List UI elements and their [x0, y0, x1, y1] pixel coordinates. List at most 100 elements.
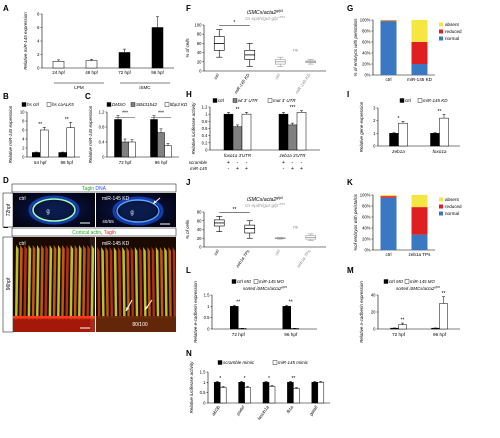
category-label: zeb1a TPs: [409, 252, 432, 257]
legend-swatch: [399, 98, 405, 103]
legend-swatch: [439, 22, 443, 27]
category-label: miR-145 KD: [407, 77, 433, 82]
y-tick-label: 80: [197, 32, 202, 37]
epithelial-fold: [160, 247, 164, 318]
row-value: -: [283, 166, 285, 172]
group-label: LPM: [74, 85, 84, 90]
legend-label: absent: [445, 22, 460, 27]
y-tick-label: 0.4: [99, 140, 105, 145]
legend-caption-sup: gfp5: [281, 285, 287, 289]
legend-swatch: [253, 279, 259, 284]
epithelial-fold: [109, 247, 113, 318]
legend-label: ctrl MO: [237, 279, 252, 284]
category-label: akt3b: [211, 404, 222, 416]
panel-letter: L: [186, 266, 191, 275]
y-tick-label: 1.5: [204, 293, 210, 298]
arrow-head-icon: [126, 307, 129, 311]
y-tick-label: 40: [197, 227, 202, 232]
category-label: ctrl: [385, 77, 391, 82]
bar: [164, 145, 172, 158]
legend-label: miR-145 KD: [423, 98, 448, 103]
legend-label: ltbp3 KD: [170, 102, 188, 107]
stacked-bar-segment: [380, 20, 397, 22]
significance-mark: **: [442, 291, 446, 297]
legend-label: hs ctrl: [27, 102, 40, 107]
y-tick-label: 100%: [360, 193, 371, 198]
channel-header-part: Cortical actin: [72, 230, 101, 236]
row-value: -: [246, 160, 248, 166]
y-axis-label: Relative luciferase activity: [191, 102, 196, 155]
significance-mark: **: [291, 376, 295, 382]
bar: [121, 141, 129, 158]
tagln-ring: [32, 198, 76, 222]
bar: [287, 124, 298, 151]
y-tick-label: 8: [22, 119, 25, 124]
legend-label: miR-145 MO: [259, 279, 284, 284]
y-tick-label: 0: [207, 327, 210, 332]
gut-lumen: [36, 201, 72, 219]
y-axis-label: Relative n-cadherin expression: [359, 281, 364, 343]
y-tick-label: 20: [371, 310, 376, 315]
panel-letter: K: [347, 178, 353, 187]
bar: [262, 382, 270, 404]
bar: [439, 303, 448, 330]
bar: [238, 382, 245, 404]
bar: [317, 382, 325, 404]
panel-letter: G: [347, 4, 353, 13]
category-label: ctrl: [213, 248, 221, 256]
bar: [431, 327, 440, 330]
category-label: 98 hpf: [60, 160, 73, 165]
significance-mark: *: [268, 376, 270, 382]
legend-swatch: [417, 98, 423, 103]
y-tick-label: 2: [373, 118, 376, 123]
significance-mark: *: [234, 20, 236, 26]
significance-mark: **: [438, 109, 442, 115]
legend-label: mut 3' UTR: [273, 98, 296, 103]
stacked-bar-segment: [411, 207, 428, 235]
panel-letter: I: [347, 90, 349, 99]
significance-mark: **: [233, 207, 237, 213]
epithelial-fold: [101, 247, 105, 318]
y-tick-label: 0: [102, 155, 105, 160]
epithelial-fold: [82, 245, 86, 320]
time-label: 72hpf: [6, 203, 12, 216]
stacked-bar-segment: [380, 20, 397, 21]
epithelial-fold: [44, 245, 48, 320]
y-tick-label: 0.4: [202, 133, 208, 138]
y-tick-label: 2: [22, 146, 25, 151]
y-tick-label: 0.5: [200, 390, 206, 395]
y-axis-label: Relative miR-145 expression: [88, 105, 93, 163]
y-tick-label: 20%: [362, 62, 371, 67]
chart-subtitle-sup: s854: [278, 15, 285, 19]
y-tick-label: 4: [37, 39, 40, 44]
epithelial-fold: [57, 245, 61, 320]
legend-label: scramble mimic: [223, 360, 255, 365]
bar: [219, 387, 227, 404]
y-tick-label: 40%: [362, 226, 371, 231]
bar: [311, 382, 319, 404]
panel-letter: C: [85, 92, 91, 101]
legend-label: absent: [445, 197, 460, 202]
channel-header: Tagln DNA: [82, 186, 107, 192]
y-tick-label: 0%: [364, 248, 370, 253]
nuclear-ring: [112, 196, 164, 226]
channel-header-box: [11, 227, 177, 237]
legend-swatch: [232, 98, 238, 103]
y-tick-label: 0.6: [202, 126, 208, 131]
significance-mark: **: [236, 300, 240, 306]
y-axis-label: Relative e-cadherin expression: [193, 281, 198, 343]
chart-panel-b: 0 2 4 6 8 10 Relative miR-145 expression 54 hpf…: [8, 102, 80, 165]
y-tick-label: 0.5: [204, 315, 210, 320]
y-tick-label: 40: [371, 293, 376, 298]
category-label: zeb1a TPs: [295, 248, 312, 269]
y-axis-label: Relative luciferase activity: [189, 361, 194, 414]
y-tick-label: 1.2: [99, 110, 105, 115]
chart-title: iSMCs/acta2gfp5: [247, 196, 283, 203]
chart-subtitle: GI epith/gut-gfps854: [245, 202, 285, 209]
y-tick-label: 0: [22, 155, 25, 160]
bar: [293, 388, 300, 404]
channel-header-part: Tagln: [104, 230, 116, 236]
y-tick-label: 2: [37, 52, 40, 57]
panel-letter: H: [186, 90, 192, 99]
panel-letter: M: [347, 266, 354, 275]
